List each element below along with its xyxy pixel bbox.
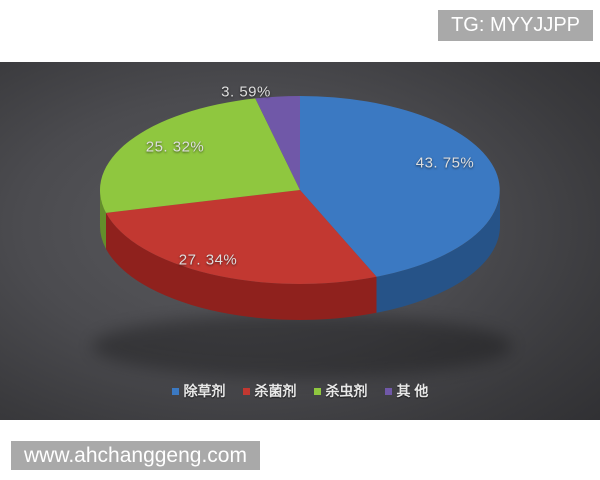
pie-slice-insecticide [99,98,300,213]
tg-watermark-badge: TG: MYYJJPP [438,10,593,41]
data-label-herbicide: 43. 75% [415,154,475,172]
legend-label-herbicide: 除草剂 [183,383,226,399]
legend-marker-insecticide [313,387,321,395]
pie-side-insecticide [99,190,106,249]
chart-area: 43. 75% 27. 34% 25. 32% 3. 59% 除草剂 杀菌剂 杀… [0,62,600,420]
pie-chart-3d [92,96,512,378]
legend-label-insecticide: 杀虫剂 [325,383,368,399]
data-label-other: 3. 59% [221,83,271,101]
legend-label-other: 其 他 [396,383,429,399]
legend-marker-herbicide [171,387,179,395]
pie-side-herbicide [376,190,500,313]
legend-item-herbicide: 除草剂 [171,381,226,401]
legend-item-insecticide: 杀虫剂 [313,381,368,401]
legend-marker-other [384,387,392,395]
legend-label-fungicide: 杀菌剂 [254,383,297,399]
pie-slice-other [255,96,300,190]
pie-slice-herbicide [300,96,500,277]
legend-item-other: 其 他 [384,381,429,401]
pie-slice-fungicide [106,190,377,284]
data-label-fungicide: 27. 34% [178,251,238,269]
website-watermark-badge: www.ahchanggeng.com [11,441,260,470]
pie-shadow [92,314,512,378]
pie-side-fungicide [106,212,377,320]
legend-marker-fungicide [242,387,250,395]
data-label-insecticide: 25. 32% [145,138,205,156]
legend: 除草剂 杀菌剂 杀虫剂 其 他 [0,381,600,401]
legend-item-fungicide: 杀菌剂 [242,381,297,401]
